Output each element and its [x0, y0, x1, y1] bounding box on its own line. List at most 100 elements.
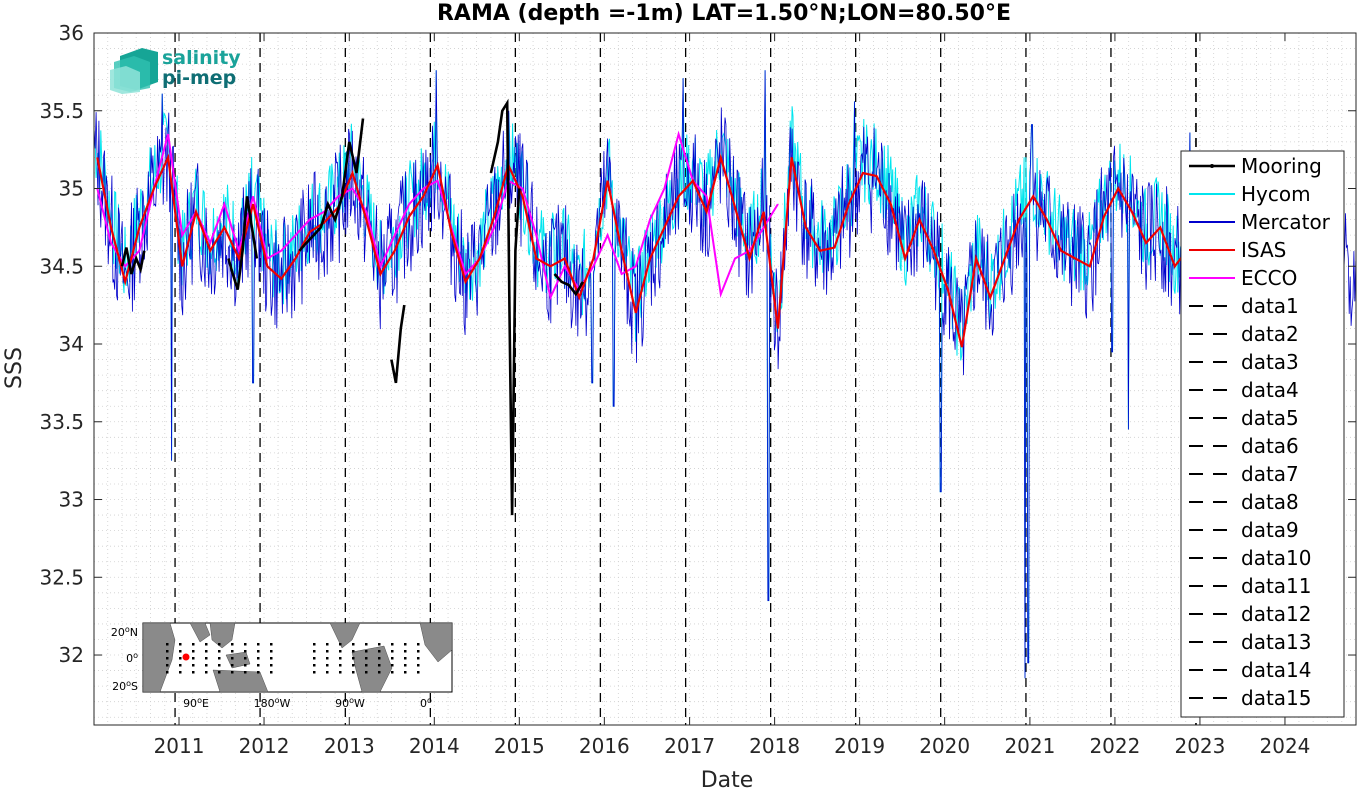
- x-tick-label: 2013: [324, 734, 375, 758]
- plot-background: [94, 33, 1356, 725]
- x-tick-label: 2016: [579, 734, 630, 758]
- inset-buoy-marker: [417, 643, 420, 646]
- inset-buoy-marker: [326, 664, 329, 667]
- inset-buoy-marker: [244, 657, 247, 660]
- legend-label-data7: data7: [1241, 462, 1299, 486]
- inset-buoy-marker: [192, 643, 195, 646]
- series-mooring-segment-5: [489, 98, 521, 516]
- inset-buoy-marker: [391, 657, 394, 660]
- legend-label-data14: data14: [1241, 658, 1312, 682]
- legend-label-Hycom: Hycom: [1241, 182, 1311, 206]
- legend-label-data10: data10: [1241, 546, 1312, 570]
- inset-buoy-marker: [365, 671, 368, 674]
- x-tick-label: 2021: [1004, 734, 1055, 758]
- y-tick-label: 35.5: [39, 99, 84, 123]
- inset-buoy-marker: [378, 650, 381, 653]
- series-mooring-segment-2: [227, 196, 259, 290]
- inset-buoy-marker: [231, 657, 234, 660]
- y-tick-label: 34.5: [39, 254, 84, 278]
- legend-label-data4: data4: [1241, 378, 1299, 402]
- inset-buoy-marker: [417, 664, 420, 667]
- inset-selected-location-marker: [182, 653, 190, 661]
- y-tick-label: 33.5: [39, 410, 84, 434]
- inset-buoy-marker: [218, 664, 221, 667]
- y-tick-label: 35: [59, 177, 84, 201]
- inset-buoy-marker: [218, 657, 221, 660]
- inset-buoy-marker: [244, 643, 247, 646]
- inset-lon-label: 90oE: [183, 696, 209, 710]
- x-axis-label: Date: [701, 768, 754, 790]
- inset-buoy-marker: [231, 671, 234, 674]
- legend-label-data13: data13: [1241, 630, 1312, 654]
- inset-buoy-marker: [417, 671, 420, 674]
- inset-buoy-marker: [339, 657, 342, 660]
- inset-land: [209, 622, 236, 649]
- inset-buoy-marker: [244, 650, 247, 653]
- series-mooring-segment-6: [553, 273, 585, 297]
- inset-land: [189, 622, 211, 643]
- y-tick-label: 36: [59, 21, 84, 45]
- inset-buoy-marker: [378, 643, 381, 646]
- x-tick-label: 2024: [1260, 734, 1311, 758]
- inset-buoy-marker: [378, 664, 381, 667]
- inset-buoy-marker: [313, 643, 316, 646]
- legend-box: [1180, 150, 1345, 718]
- inset-buoy-marker: [166, 671, 169, 674]
- inset-buoy-marker: [231, 643, 234, 646]
- inset-lon-label: 0o: [420, 696, 432, 710]
- inset-buoy-marker: [365, 657, 368, 660]
- inset-buoy-marker: [205, 657, 208, 660]
- x-tick-label: 2019: [834, 734, 885, 758]
- inset-buoy-marker: [391, 650, 394, 653]
- logo-line2: pi-mep: [162, 67, 236, 89]
- inset-buoy-marker: [404, 671, 407, 674]
- inset-buoy-marker: [257, 643, 260, 646]
- inset-land: [419, 622, 453, 663]
- inset-buoy-marker: [352, 650, 355, 653]
- legend-label-ISAS: ISAS: [1241, 238, 1286, 262]
- inset-land: [351, 645, 393, 693]
- x-tick-label: 2015: [494, 734, 545, 758]
- inset-buoy-marker: [179, 671, 182, 674]
- x-tick-label: 2014: [409, 734, 460, 758]
- inset-buoy-marker: [179, 643, 182, 646]
- salinity-pi-mep-logo: salinity pi-mep: [110, 47, 241, 94]
- plot-frame: [93, 32, 1357, 726]
- inset-buoy-marker: [313, 671, 316, 674]
- inset-buoy-marker: [244, 664, 247, 667]
- inset-buoy-marker: [257, 657, 260, 660]
- inset-buoy-marker: [205, 650, 208, 653]
- series-ecco-line: [96, 130, 779, 301]
- legend-label-data11: data11: [1241, 574, 1312, 598]
- inset-buoy-marker: [365, 650, 368, 653]
- x-tick-label: 2022: [1089, 734, 1140, 758]
- inset-lon-label: 180oW: [254, 696, 291, 710]
- y-tick-label: 33: [59, 488, 84, 512]
- inset-buoy-marker: [166, 643, 169, 646]
- inset-buoy-marker: [192, 657, 195, 660]
- y-tick-label: 34: [59, 332, 84, 356]
- legend-label-data6: data6: [1241, 434, 1299, 458]
- legend-label-data8: data8: [1241, 490, 1299, 514]
- inset-buoy-marker: [270, 643, 273, 646]
- inset-buoy-marker: [231, 664, 234, 667]
- inset-buoy-marker: [339, 643, 342, 646]
- inset-map: 20oN 0o 20oS 90oE 180oW 90oW 0o: [111, 622, 453, 710]
- inset-buoy-marker: [179, 650, 182, 653]
- inset-buoy-marker: [365, 643, 368, 646]
- inset-buoy-marker: [391, 664, 394, 667]
- inset-lon-label: 90oW: [335, 696, 365, 710]
- inset-buoy-marker: [404, 650, 407, 653]
- legend-label-data1: data1: [1241, 294, 1299, 318]
- legend-label-Mooring: Mooring: [1241, 154, 1322, 178]
- y-tick-label: 32: [59, 643, 84, 667]
- inset-buoy-marker: [352, 664, 355, 667]
- inset-buoy-marker: [313, 650, 316, 653]
- inset-buoy-marker: [257, 650, 260, 653]
- inset-lat-label: 20oN: [111, 625, 138, 639]
- inset-buoy-marker: [192, 664, 195, 667]
- inset-buoy-marker: [313, 664, 316, 667]
- inset-buoy-marker: [417, 650, 420, 653]
- inset-buoy-marker: [339, 664, 342, 667]
